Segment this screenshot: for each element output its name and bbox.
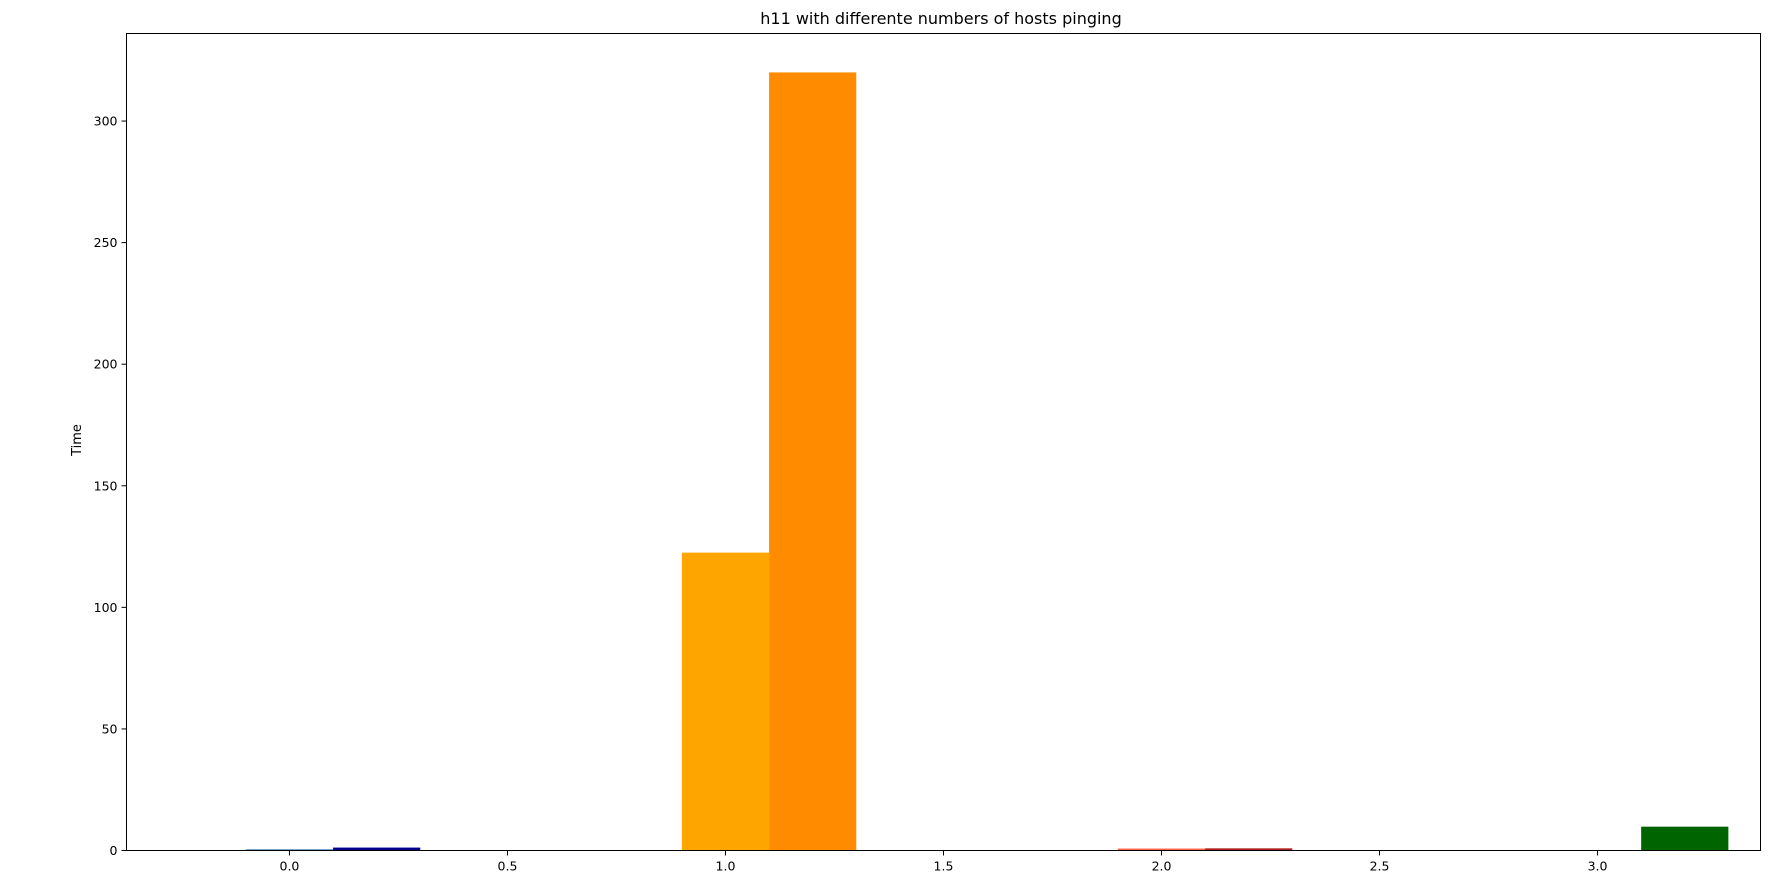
y-axis-label: Time bbox=[70, 424, 85, 457]
y-axis-ticks: 0 50 100 150 200 250 300 bbox=[94, 114, 127, 858]
plot-frame bbox=[126, 33, 1761, 851]
bar-3 bbox=[769, 72, 857, 851]
x-axis-ticks: 0.0 0.5 1.0 1.5 2.0 2.5 3.0 bbox=[280, 850, 1608, 874]
bar-6 bbox=[1641, 826, 1729, 851]
y-tick-label: 200 bbox=[94, 357, 118, 372]
chart-title: h11 with differente numbers of hosts pin… bbox=[760, 9, 1121, 28]
y-tick-label: 300 bbox=[94, 114, 118, 129]
y-tick-label: 100 bbox=[94, 600, 118, 615]
y-tick-label: 50 bbox=[102, 721, 118, 736]
y-tick-label: 250 bbox=[94, 235, 118, 250]
bar-4 bbox=[1117, 848, 1206, 851]
bar-1 bbox=[333, 847, 421, 851]
x-tick-label: 3.0 bbox=[1588, 859, 1608, 874]
x-tick-label: 0.0 bbox=[280, 859, 300, 874]
x-tick-label: 0.5 bbox=[498, 859, 518, 874]
x-tick-label: 1.5 bbox=[934, 859, 954, 874]
bar-2 bbox=[681, 552, 770, 851]
y-tick-label: 150 bbox=[94, 478, 118, 493]
bar-group bbox=[245, 72, 1729, 851]
bar-0 bbox=[245, 849, 334, 851]
x-tick-label: 2.5 bbox=[1370, 859, 1390, 874]
x-tick-label: 2.0 bbox=[1152, 859, 1172, 874]
bar-5 bbox=[1205, 848, 1293, 851]
y-tick-label: 0 bbox=[110, 843, 118, 858]
x-tick-label: 1.0 bbox=[716, 859, 736, 874]
